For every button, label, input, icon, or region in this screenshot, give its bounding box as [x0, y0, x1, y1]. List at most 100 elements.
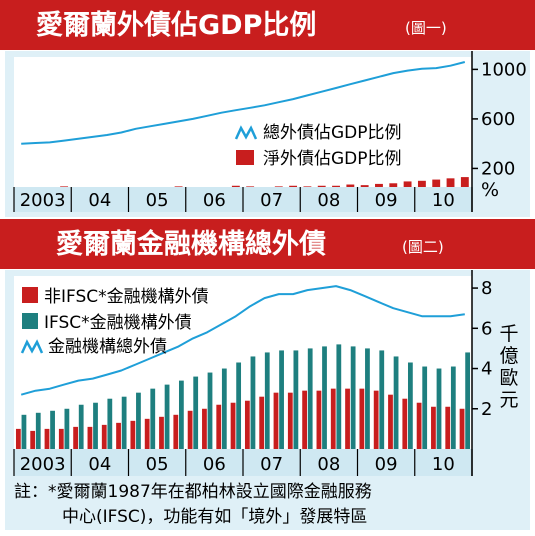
chart2-y-unit: 千億歐元	[499, 323, 518, 411]
chart1-legend: 總外債佔GDP比例 淨外債佔GDP比例	[234, 123, 402, 169]
net-debt-bar	[303, 186, 312, 187]
x-tick-label: 05	[146, 190, 169, 211]
ifsc-bar	[336, 344, 342, 449]
ifsc-bar	[393, 356, 399, 449]
non-ifsc-bar	[15, 428, 21, 449]
non-ifsc-bar	[316, 390, 322, 449]
non-ifsc-bar	[173, 414, 179, 449]
chart1-subtitle: (圖一)	[405, 19, 447, 37]
non-ifsc-bar	[73, 426, 79, 449]
ifsc-bar	[50, 410, 55, 449]
chart2-title: 愛爾蘭金融機構總外債	[56, 228, 326, 260]
x-tick-label: 05	[146, 454, 169, 475]
non-ifsc-bar	[459, 408, 465, 449]
legend-ifsc-swatch	[22, 313, 38, 329]
x-tick-label: 10	[432, 454, 455, 475]
non-ifsc-bar	[159, 416, 164, 449]
chart2-y-ticks: 2 4 6 8	[471, 270, 492, 476]
non-ifsc-bar	[44, 428, 50, 449]
ifsc-bar	[21, 414, 27, 449]
chart2-bars	[15, 344, 471, 449]
non-ifsc-bar	[416, 402, 422, 449]
ifsc-bar	[365, 348, 370, 449]
ifsc-bar	[107, 398, 113, 449]
chart1-legend-total: 總外債佔GDP比例	[263, 123, 402, 143]
x-tick-label: 04	[88, 190, 111, 211]
total-financial-debt-line	[20, 285, 465, 396]
net-debt-bar	[231, 185, 240, 187]
non-ifsc-bar	[58, 428, 64, 449]
non-ifsc-bar	[345, 388, 350, 449]
x-tick-label: 08	[317, 190, 340, 211]
ifsc-bar	[307, 348, 313, 449]
net-debt-bar	[403, 181, 412, 187]
chart1-y-ticks: 200 600 1000	[471, 51, 527, 212]
chart2-legend: 非IFSC*金融機構外債 IFSC*金融機構外債 金融機構總外債	[20, 287, 209, 357]
net-debt-bar	[332, 185, 340, 187]
chart1-net-bars	[60, 177, 469, 187]
net-debt-bar	[432, 179, 441, 187]
y-tick-label: 2	[481, 399, 492, 420]
net-debt-bar	[417, 180, 426, 187]
non-ifsc-bar	[116, 422, 121, 449]
legend-line-icon	[234, 125, 258, 140]
net-debt-bar	[246, 186, 255, 187]
y-tick-label: 600	[481, 109, 515, 130]
ifsc-bar	[436, 368, 442, 449]
ifsc-bar	[422, 366, 428, 449]
ifsc-bar	[250, 356, 256, 449]
non-ifsc-bar	[402, 398, 408, 449]
legend-net-swatch	[236, 150, 254, 165]
y-tick-label: 6	[481, 318, 492, 339]
x-tick-label: 04	[88, 454, 111, 475]
non-ifsc-bar	[202, 408, 207, 449]
ifsc-bar	[136, 392, 141, 449]
ifsc-bar	[350, 346, 356, 449]
chart1-x-ticks: 2003 04 05 06 07 08 09 10	[20, 190, 455, 211]
non-ifsc-bar	[216, 404, 222, 449]
y-tick-label: 4	[481, 359, 492, 380]
non-ifsc-bar	[388, 394, 393, 449]
chart2-legend-non-ifsc: 非IFSC*金融機構外債	[44, 287, 209, 307]
x-tick-label: 06	[203, 190, 226, 211]
chart2-legend-ifsc: IFSC*金融機構外債	[44, 313, 192, 333]
non-ifsc-bar	[445, 406, 451, 449]
non-ifsc-bar	[302, 390, 308, 449]
x-tick-label: 10	[432, 190, 455, 211]
legend-non-ifsc-swatch	[22, 287, 38, 303]
ifsc-bar	[264, 352, 270, 449]
non-ifsc-bar	[244, 400, 250, 449]
net-debt-bar	[460, 177, 469, 187]
non-ifsc-bar	[130, 420, 136, 449]
x-tick-label: 09	[375, 190, 398, 211]
chart2-subtitle: (圖二)	[402, 238, 444, 256]
x-tick-label: 07	[260, 190, 283, 211]
ifsc-bar	[465, 352, 471, 449]
note-line-1: 註：*愛爾蘭1987年在都柏林設立國際金融服務	[14, 482, 372, 502]
net-debt-bar	[317, 185, 326, 187]
x-tick-label: 06	[203, 454, 226, 475]
x-tick-label: 2003	[20, 454, 66, 475]
ifsc-bar	[279, 350, 284, 449]
chart1-legend-net: 淨外債佔GDP比例	[263, 149, 402, 169]
non-ifsc-bar	[373, 390, 379, 449]
net-debt-bar	[446, 178, 455, 187]
y-tick-label: 8	[481, 278, 492, 299]
plot-area-1	[14, 57, 472, 187]
net-debt-bar	[360, 185, 369, 187]
chart1-total-line	[21, 61, 466, 145]
x-tick-label: 2003	[20, 190, 66, 211]
note-line-2: 中心(IFSC)，功能有如「境外」發展特區	[62, 507, 367, 527]
net-debt-bar	[346, 184, 355, 187]
net-debt-bar	[389, 183, 398, 187]
non-ifsc-bar	[431, 406, 436, 449]
chart2-total-line	[20, 285, 465, 396]
x-tick-label: 08	[317, 454, 340, 475]
net-debt-bar	[60, 186, 69, 187]
ifsc-bar	[93, 402, 98, 449]
ifsc-bar	[178, 380, 184, 449]
total-debt-line	[21, 61, 466, 145]
net-debt-bar	[274, 186, 283, 187]
non-ifsc-bar	[187, 410, 193, 449]
